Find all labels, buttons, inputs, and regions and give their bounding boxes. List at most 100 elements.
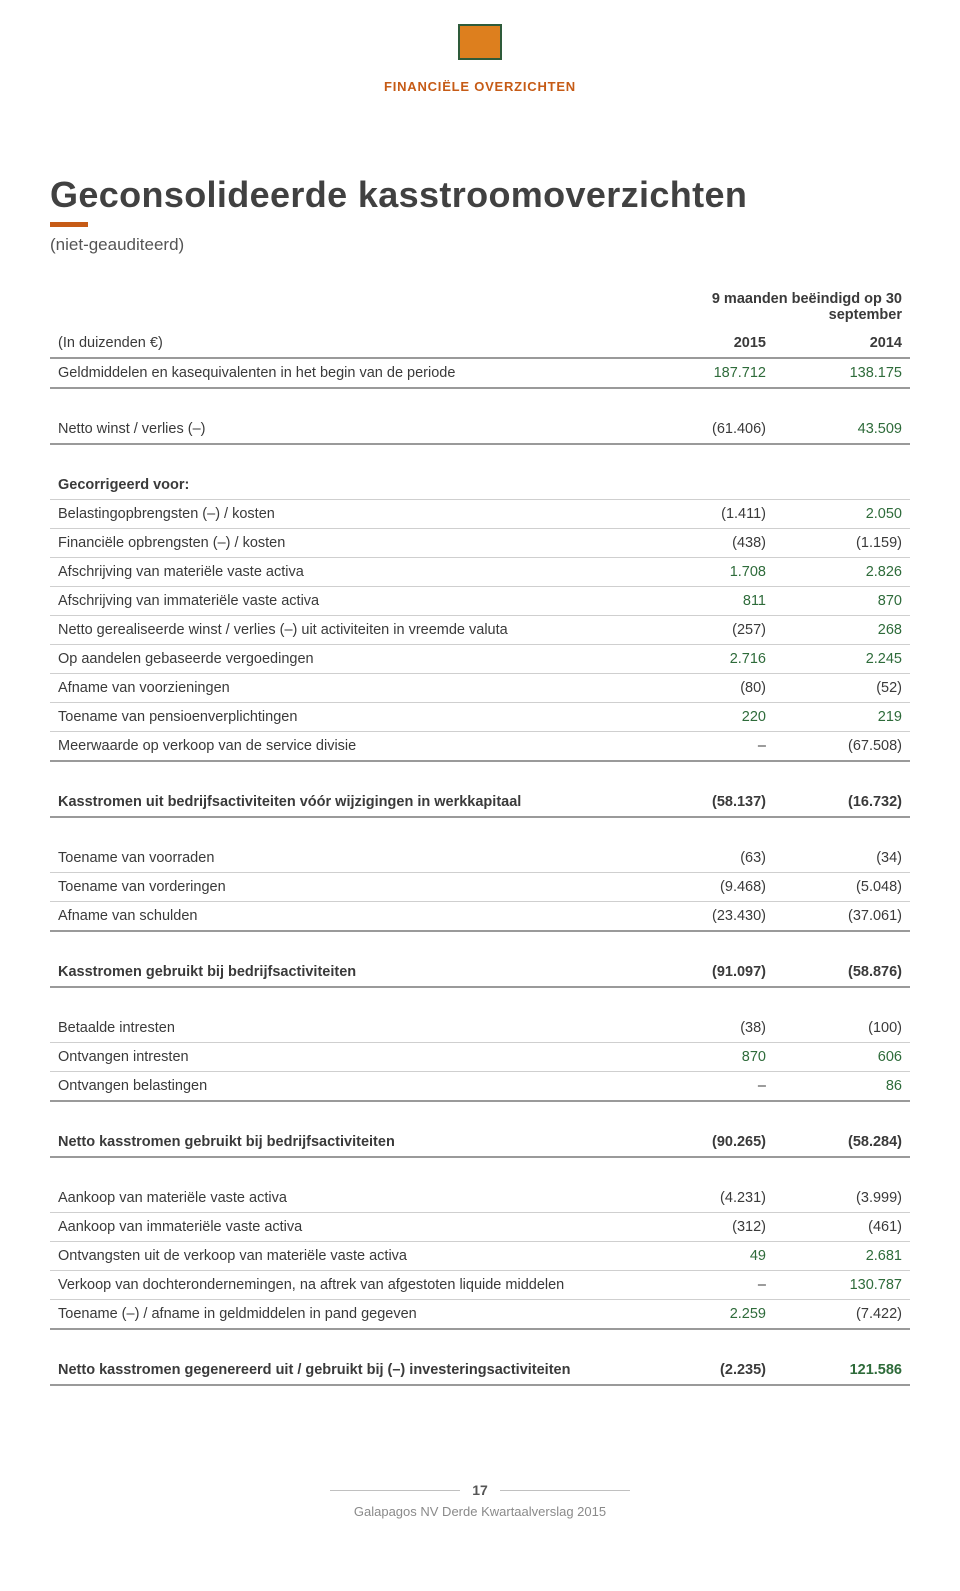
row-label: Toename van vorderingen <box>50 873 638 902</box>
table-row: Ontvangen intresten870606 <box>50 1043 910 1072</box>
row-val-2015: 187.712 <box>638 358 774 388</box>
row-val-2015: 49 <box>638 1242 774 1271</box>
row-val-2014: (100) <box>774 1014 910 1043</box>
table-row: Afschrijving van materiële vaste activa1… <box>50 558 910 587</box>
row-val-2015: (61.406) <box>638 415 774 444</box>
table-row: Geldmiddelen en kasequivalenten in het b… <box>50 358 910 388</box>
accent-bar <box>50 222 88 227</box>
row-val-2015: (80) <box>638 674 774 703</box>
page: FINANCIËLE OVERZICHTEN Geconsolideerde k… <box>0 0 960 1579</box>
row-val-2015: – <box>638 1072 774 1102</box>
row-val-2014 <box>774 471 910 500</box>
table-row: Afname van voorzieningen(80)(52) <box>50 674 910 703</box>
section-spacer <box>50 1101 910 1128</box>
table-row: Toename (–) / afname in geldmiddelen in … <box>50 1300 910 1330</box>
row-val-2014: 2.681 <box>774 1242 910 1271</box>
row-val-2014: 43.509 <box>774 415 910 444</box>
row-val-2015: (1.411) <box>638 500 774 529</box>
row-val-2014: 219 <box>774 703 910 732</box>
row-label: Netto kasstromen gebruikt bij bedrijfsac… <box>50 1128 638 1157</box>
section-label: FINANCIËLE OVERZICHTEN <box>0 79 960 94</box>
row-val-2015: (2.235) <box>638 1356 774 1385</box>
row-val-2014: (37.061) <box>774 902 910 932</box>
table-row: Aankoop van immateriële vaste activa(312… <box>50 1213 910 1242</box>
col-header-2015: 2015 <box>638 329 774 358</box>
section-spacer <box>50 1157 910 1184</box>
row-val-2014: 130.787 <box>774 1271 910 1300</box>
logo-wrap <box>0 0 960 65</box>
row-val-2014: (67.508) <box>774 732 910 762</box>
row-val-2014: (58.876) <box>774 958 910 987</box>
table-row: Verkoop van dochterondernemingen, na aft… <box>50 1271 910 1300</box>
row-label: Afschrijving van immateriële vaste activ… <box>50 587 638 616</box>
row-val-2014: 268 <box>774 616 910 645</box>
cashflow-table: 9 maanden beëindigd op 30 september(In d… <box>50 285 910 1412</box>
row-val-2014: (7.422) <box>774 1300 910 1330</box>
table-row: Kasstromen uit bedrijfsactiviteiten vóór… <box>50 788 910 817</box>
row-label: Afschrijving van materiële vaste activa <box>50 558 638 587</box>
row-label: Financiële opbrengsten (–) / kosten <box>50 529 638 558</box>
row-val-2014: 86 <box>774 1072 910 1102</box>
table-row: Aankoop van materiële vaste activa(4.231… <box>50 1184 910 1213</box>
row-val-2015: 811 <box>638 587 774 616</box>
row-val-2014: (52) <box>774 674 910 703</box>
table-row: Toename van voorraden(63)(34) <box>50 844 910 873</box>
row-label: Netto kasstromen gegenereerd uit / gebru… <box>50 1356 638 1385</box>
row-label: Afname van schulden <box>50 902 638 932</box>
row-label: Netto winst / verlies (–) <box>50 415 638 444</box>
row-val-2014: 2.245 <box>774 645 910 674</box>
table-row: Toename van pensioenverplichtingen220219 <box>50 703 910 732</box>
row-val-2015: (312) <box>638 1213 774 1242</box>
table-row: Op aandelen gebaseerde vergoedingen2.716… <box>50 645 910 674</box>
row-val-2015: (257) <box>638 616 774 645</box>
row-val-2014: 606 <box>774 1043 910 1072</box>
table-row: Netto kasstromen gegenereerd uit / gebru… <box>50 1356 910 1385</box>
table-row: Netto gerealiseerde winst / verlies (–) … <box>50 616 910 645</box>
table-row: Netto winst / verlies (–)(61.406)43.509 <box>50 415 910 444</box>
row-val-2015: 1.708 <box>638 558 774 587</box>
row-val-2014: 138.175 <box>774 358 910 388</box>
company-logo-icon <box>458 24 502 60</box>
row-val-2014: 2.826 <box>774 558 910 587</box>
row-val-2015 <box>638 471 774 500</box>
period-header: 9 maanden beëindigd op 30 september <box>638 285 910 329</box>
row-label: Netto gerealiseerde winst / verlies (–) … <box>50 616 638 645</box>
row-val-2015: – <box>638 732 774 762</box>
content: Geconsolideerde kasstroomoverzichten (ni… <box>0 94 960 1412</box>
row-label: Afname van voorzieningen <box>50 674 638 703</box>
row-val-2015: (9.468) <box>638 873 774 902</box>
row-label: Aankoop van materiële vaste activa <box>50 1184 638 1213</box>
row-val-2014: (58.284) <box>774 1128 910 1157</box>
table-row: Toename van vorderingen(9.468)(5.048) <box>50 873 910 902</box>
row-val-2015: (438) <box>638 529 774 558</box>
section-spacer <box>50 388 910 415</box>
section-spacer <box>50 931 910 958</box>
section-spacer <box>50 444 910 471</box>
row-val-2015: – <box>638 1271 774 1300</box>
row-val-2015: (23.430) <box>638 902 774 932</box>
row-label: Aankoop van immateriële vaste activa <box>50 1213 638 1242</box>
row-val-2015: (58.137) <box>638 788 774 817</box>
table-row: Afschrijving van immateriële vaste activ… <box>50 587 910 616</box>
row-label: Meerwaarde op verkoop van de service div… <box>50 732 638 762</box>
row-label: Ontvangen belastingen <box>50 1072 638 1102</box>
col-header-label: (In duizenden €) <box>50 329 638 358</box>
table-row: Ontvangsten uit de verkoop van materiële… <box>50 1242 910 1271</box>
row-val-2014: (34) <box>774 844 910 873</box>
footer-report-title: Galapagos NV Derde Kwartaalverslag 2015 <box>0 1504 960 1519</box>
row-label: Betaalde intresten <box>50 1014 638 1043</box>
table-row: Financiële opbrengsten (–) / kosten(438)… <box>50 529 910 558</box>
col-header-2014: 2014 <box>774 329 910 358</box>
row-val-2015: 220 <box>638 703 774 732</box>
row-label: Toename (–) / afname in geldmiddelen in … <box>50 1300 638 1330</box>
row-val-2015: (63) <box>638 844 774 873</box>
row-val-2014: (3.999) <box>774 1184 910 1213</box>
row-label: Toename van pensioenverplichtingen <box>50 703 638 732</box>
table-row: Betaalde intresten(38)(100) <box>50 1014 910 1043</box>
period-header-blank <box>50 285 638 329</box>
row-label: Gecorrigeerd voor: <box>50 471 638 500</box>
table-row: Meerwaarde op verkoop van de service div… <box>50 732 910 762</box>
page-title: Geconsolideerde kasstroomoverzichten <box>50 174 910 216</box>
table-row: Kasstromen gebruikt bij bedrijfsactivite… <box>50 958 910 987</box>
table-row: Afname van schulden(23.430)(37.061) <box>50 902 910 932</box>
